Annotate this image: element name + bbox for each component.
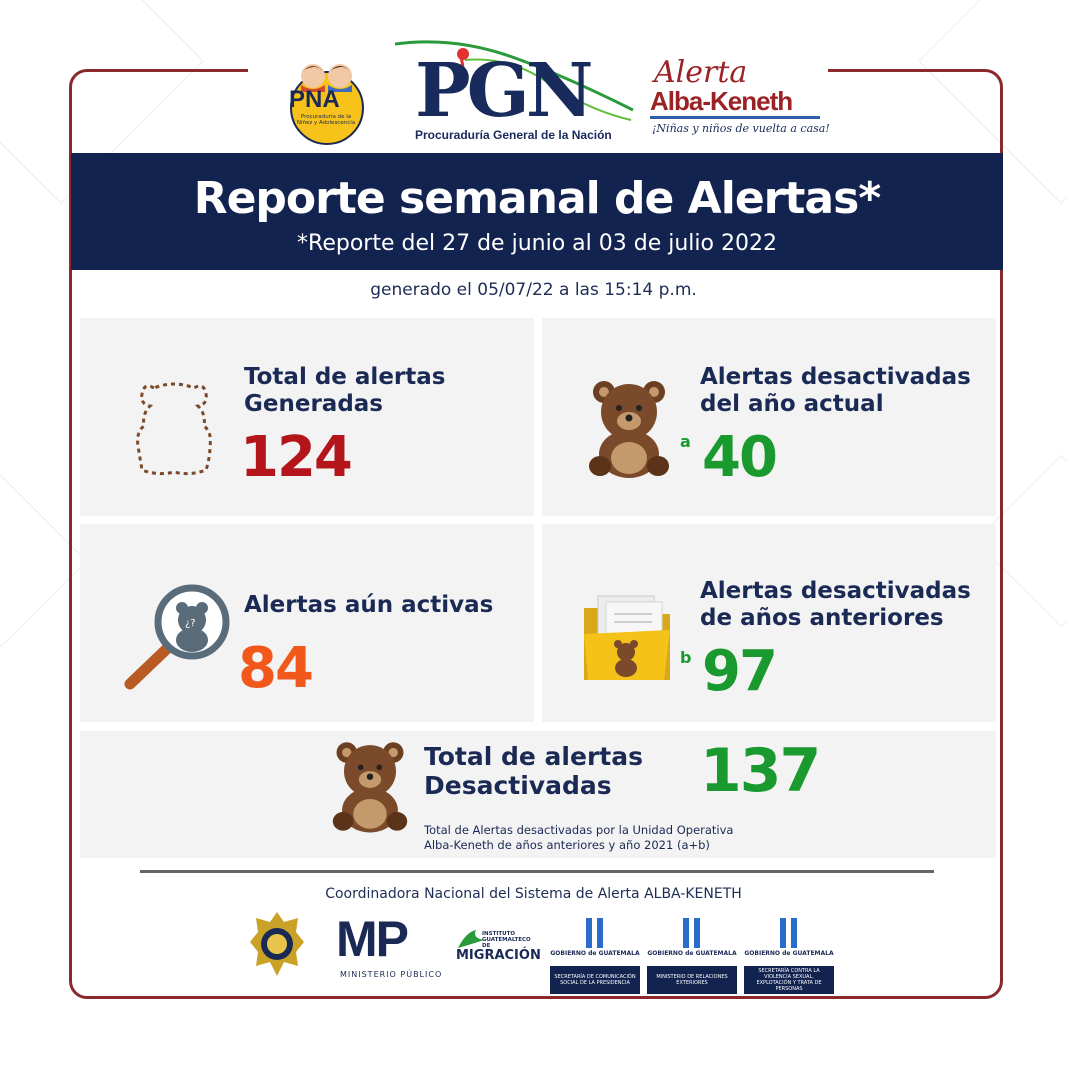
- card-desactivadas-anteriores: Alertas desactivadas de años anteriores …: [542, 524, 996, 722]
- total-desactivadas-value: 137: [700, 736, 821, 806]
- note-a: a: [680, 432, 691, 451]
- card-title-line1: Alertas aún activas: [244, 592, 494, 618]
- desactivadas-actual-value: 40: [702, 425, 778, 490]
- alba-keneth-logo-slogan: ¡Niñas y niños de vuelta a casa!: [652, 122, 830, 135]
- svg-text:¿?: ¿?: [185, 618, 196, 629]
- magnifier-bear-icon: ¿?: [124, 584, 230, 690]
- pgn-logo-subtitle: Procuraduría General de la Nación: [415, 128, 612, 142]
- card-total-generadas: Total de alertas Generadas 124: [80, 318, 534, 516]
- folder-bear-icon: [584, 595, 670, 680]
- gobierno-dependency: SECRETARÍA CONTRA LA VIOLENCIA SEXUAL, E…: [744, 966, 834, 994]
- alba-keneth-logo: Alerta Alba-Keneth ¡Niñas y niños de vue…: [648, 55, 830, 140]
- report-title: Reporte semanal de Alertas*: [193, 173, 882, 224]
- frame-gap: [248, 60, 828, 80]
- pgn-logo-letters: PGN: [415, 48, 593, 134]
- gobierno-logo-comunicacion: GOBIERNO de GUATEMALA SECRETARÍA DE COMU…: [550, 918, 640, 998]
- gobierno-dependency: MINISTERIO DE RELACIONES EXTERIORES: [647, 966, 737, 994]
- card-title-line2: Generadas: [244, 391, 383, 417]
- card-title-line2: Desactivadas: [424, 771, 612, 800]
- report-banner: Reporte semanal de Alertas* *Reporte del…: [71, 153, 1003, 270]
- card-activas: ¿? Alertas aún activas 84: [80, 524, 534, 722]
- card-title-line1: Alertas desactivadas: [700, 578, 971, 604]
- gobierno-bars-icon: [586, 918, 603, 948]
- card-title-line1: Alertas desactivadas: [700, 364, 971, 390]
- total-desactivadas-note-line1: Total de Alertas desactivadas por la Uni…: [424, 823, 734, 837]
- report-period: *Reporte del 27 de junio al 03 de julio …: [297, 231, 777, 256]
- card-total-desactivadas: Total de alertas Desactivadas 137 Total …: [80, 731, 996, 858]
- pna-logo: PNA Procuraduría de la Niñez y Adolescen…: [285, 58, 369, 146]
- police-badge-icon: [250, 912, 304, 976]
- generated-timestamp: generado el 05/07/22 a las 15:14 p.m.: [370, 280, 697, 300]
- pna-logo-text: PNA: [289, 86, 340, 113]
- gobierno-name: GOBIERNO de GUATEMALA: [647, 950, 737, 957]
- card-title-line1: Total de alertas: [424, 742, 643, 771]
- pgn-logo: PGN Procuraduría General de la Nación: [395, 40, 635, 145]
- card-desactivadas-actual: Alertas desactivadas del año actual a 40: [542, 318, 996, 516]
- desactivadas-anteriores-value: 97: [702, 639, 778, 704]
- mp-logo-letters: MP: [336, 911, 409, 967]
- gobierno-logo-relaciones: GOBIERNO de GUATEMALA MINISTERIO DE RELA…: [647, 918, 737, 998]
- mp-logo-subtitle: MINISTERIO PÚBLICO: [340, 970, 443, 979]
- alba-keneth-logo-line2: Alba-Keneth: [650, 86, 793, 116]
- migracion-logo-name: MIGRACIÓN: [456, 948, 541, 963]
- footer-divider: [140, 870, 934, 873]
- note-b: b: [680, 648, 692, 667]
- migracion-bird-icon: [458, 930, 484, 948]
- total-desactivadas-note-line2: Alba-Keneth de años anteriores y año 202…: [424, 838, 710, 852]
- gobierno-name: GOBIERNO de GUATEMALA: [550, 950, 640, 957]
- teddy-bear-icon: [332, 742, 408, 833]
- gobierno-bars-icon: [780, 918, 797, 948]
- card-title-line1: Total de alertas: [244, 364, 446, 390]
- alba-keneth-logo-line1: Alerta: [654, 55, 748, 90]
- activas-value: 84: [238, 636, 314, 701]
- gobierno-logo-svet: GOBIERNO de GUATEMALA SECRETARÍA CONTRA …: [744, 918, 834, 998]
- footer-title: Coordinadora Nacional del Sistema de Ale…: [325, 886, 742, 902]
- mp-logo: MP MINISTERIO PÚBLICO: [336, 911, 441, 984]
- card-title-line2: de años anteriores: [700, 605, 944, 631]
- gobierno-dependency: SECRETARÍA DE COMUNICACIÓN SOCIAL DE LA …: [550, 966, 640, 994]
- migracion-logo: INSTITUTO GUATEMALTECO DE MIGRACIÓN: [454, 928, 541, 972]
- card-title-line2: del año actual: [700, 391, 884, 417]
- bear-outline-icon: [136, 382, 212, 476]
- migracion-logo-small: INSTITUTO GUATEMALTECO DE: [482, 931, 531, 949]
- total-generadas-value: 124: [240, 425, 353, 490]
- gobierno-name: GOBIERNO de GUATEMALA: [744, 950, 834, 957]
- teddy-bear-icon: [589, 381, 669, 478]
- gobierno-bars-icon: [683, 918, 700, 948]
- alba-keneth-logo-underline: [650, 116, 820, 119]
- pna-logo-subtext: Procuraduría de la Niñez y Adolescencia: [296, 114, 356, 126]
